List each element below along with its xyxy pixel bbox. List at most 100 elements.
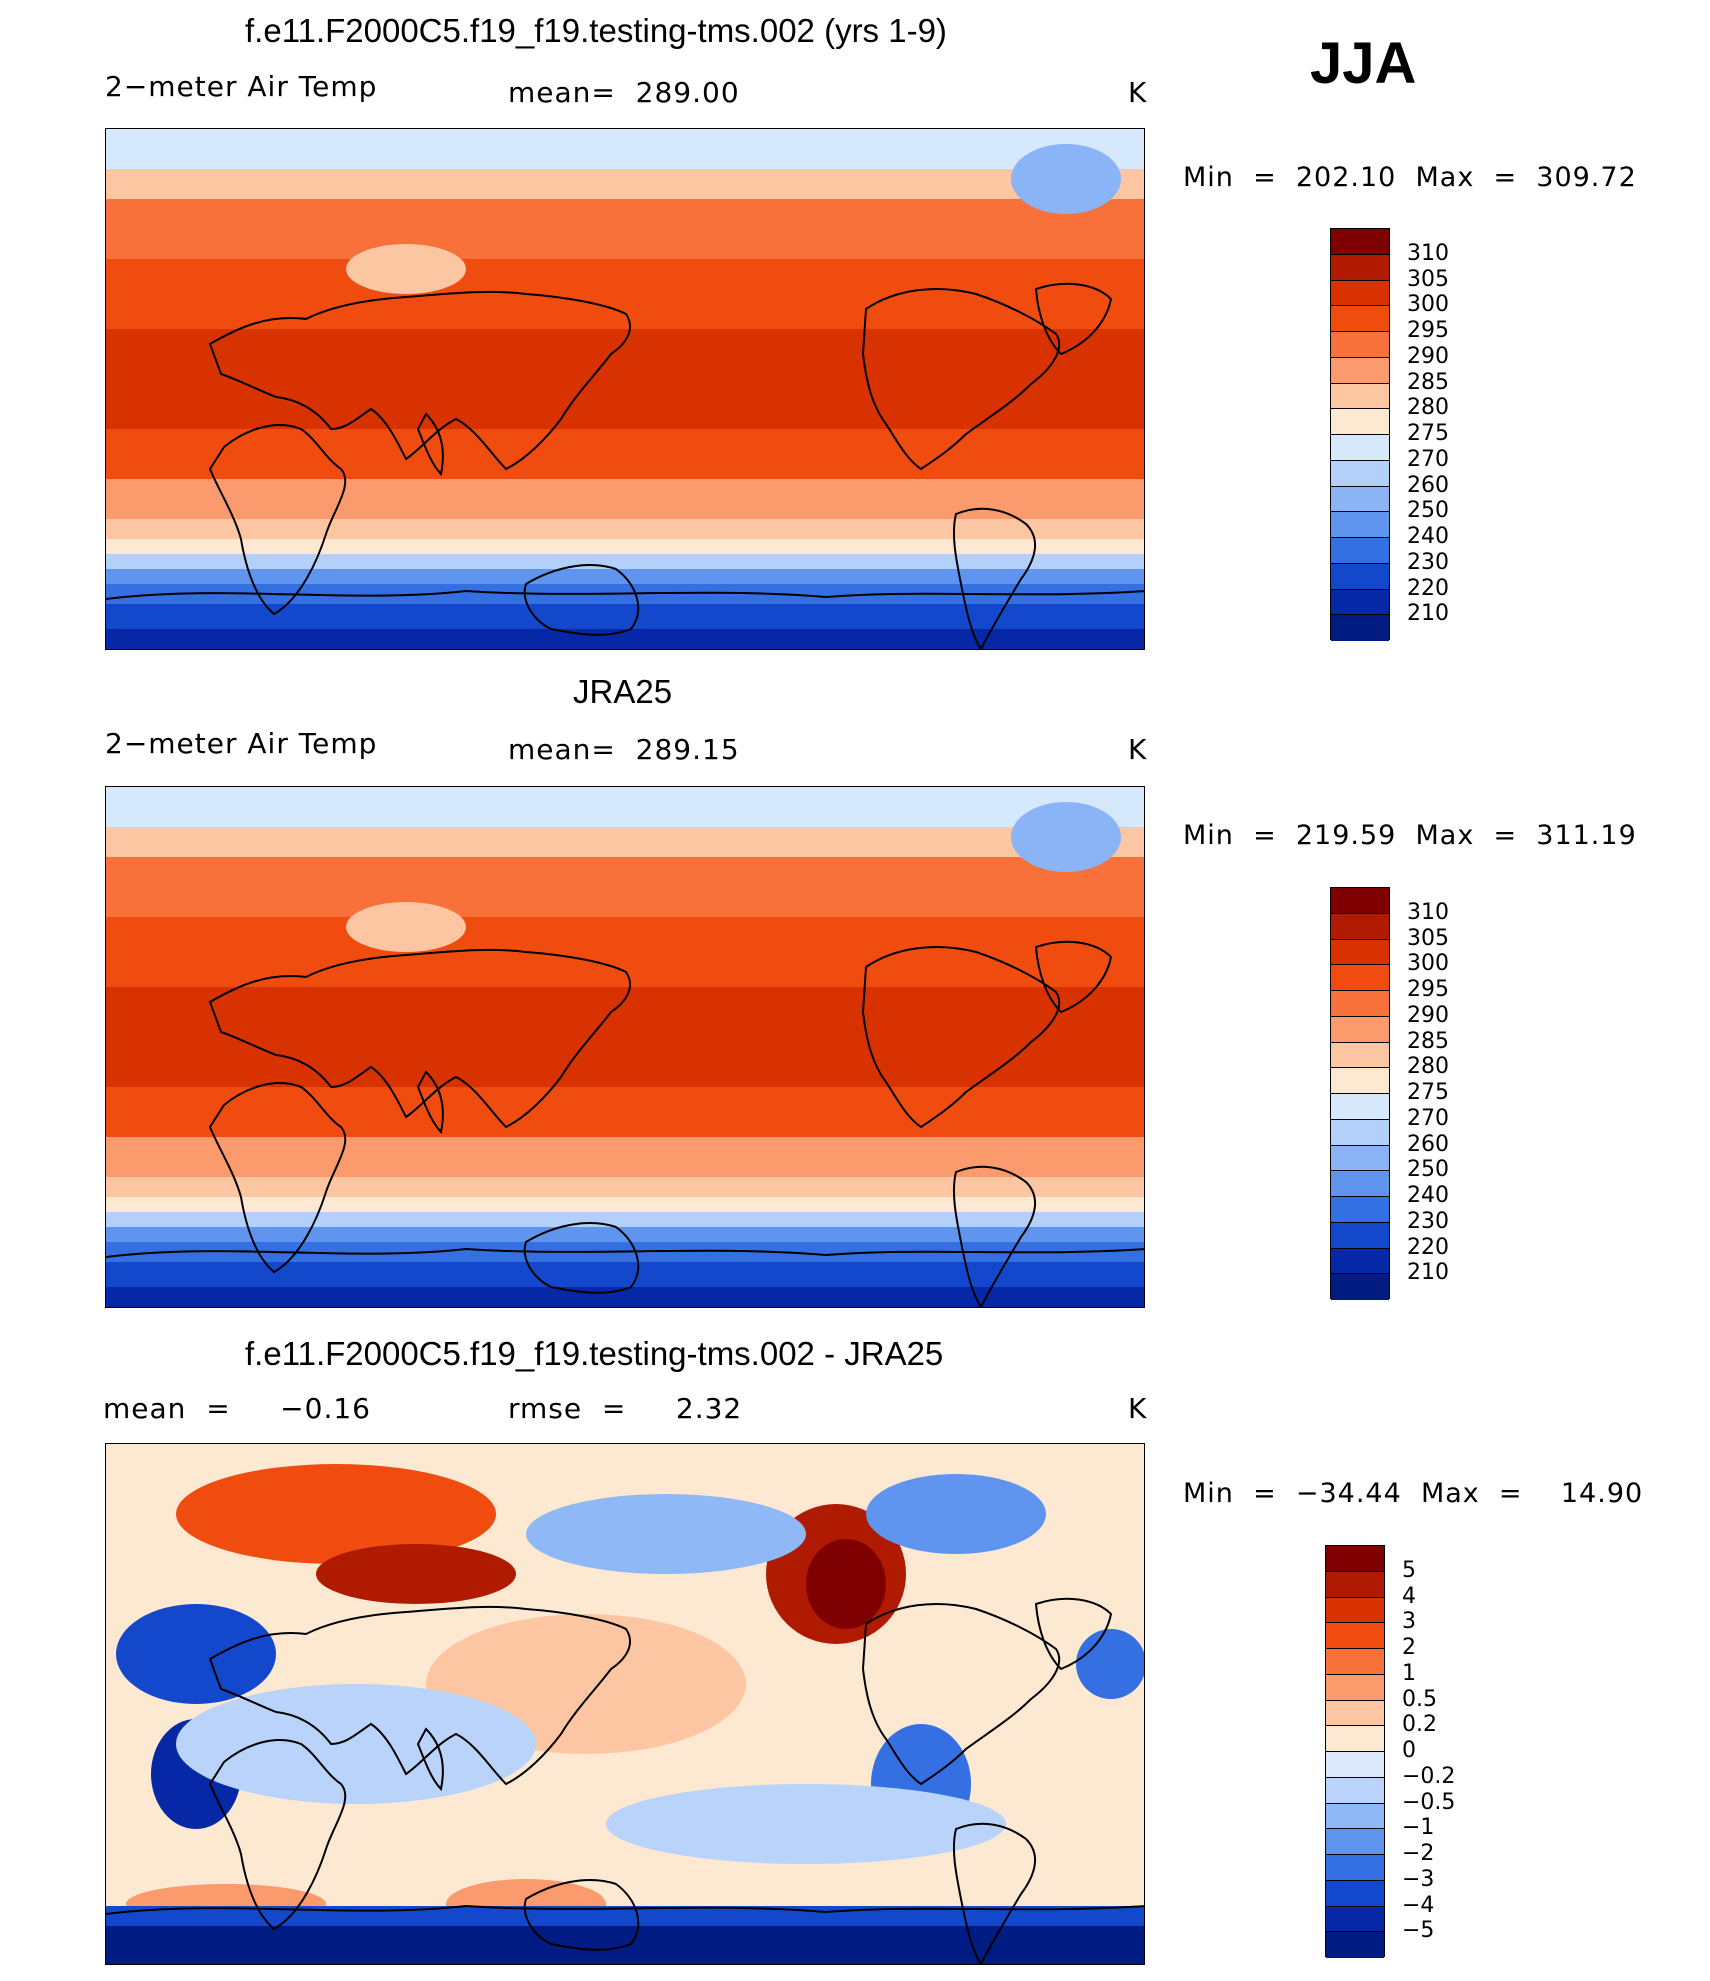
panel-2-colorbar: [1330, 887, 1390, 1300]
panel-3-map-plot: [106, 1444, 1144, 1964]
colorbar-swatch: [1331, 1119, 1389, 1146]
colorbar-swatch: [1331, 486, 1389, 513]
colorbar-swatch: [1331, 1222, 1389, 1249]
temperature-band: [106, 539, 1144, 554]
colorbar-swatch: [1326, 1700, 1384, 1727]
colorbar-swatch: [1331, 888, 1389, 914]
temperature-band: [106, 169, 1144, 199]
panel-3-minmax: Min = −34.44 Max = 14.90: [1183, 1478, 1644, 1509]
temperature-band: [106, 554, 1144, 569]
colorbar-swatch: [1331, 1274, 1389, 1300]
colorbar-swatch: [1331, 409, 1389, 435]
colorbar-swatch: [1331, 383, 1389, 410]
temperature-band: [106, 1287, 1144, 1307]
temperature-band: [106, 259, 1144, 329]
temperature-band: [106, 629, 1144, 649]
colorbar-swatch: [1331, 1094, 1389, 1120]
temperature-band: [106, 1212, 1144, 1227]
colorbar-tick-label: 290: [1407, 1002, 1449, 1028]
colorbar-swatch: [1326, 1752, 1384, 1778]
temperature-band: [106, 129, 1144, 169]
diff-anomaly-region: [866, 1474, 1046, 1554]
colorbar-swatch: [1331, 280, 1389, 307]
colorbar-tick-label: 0.5: [1402, 1686, 1437, 1712]
colorbar-tick-label: 220: [1407, 575, 1449, 601]
coastline: [106, 589, 1144, 600]
panel-2-minmax: Min = 219.59 Max = 311.19: [1183, 820, 1637, 851]
colorbar-tick-label: 4: [1402, 1583, 1416, 1609]
colorbar-swatch: [1331, 254, 1389, 281]
colorbar-swatch: [1331, 357, 1389, 384]
greenland-cold-patch: [1011, 802, 1121, 872]
coastline: [416, 1727, 444, 1792]
colorbar-swatch: [1331, 939, 1389, 966]
colorbar-swatch: [1331, 460, 1389, 487]
colorbar-swatch: [1326, 1932, 1384, 1958]
tibet-cold-patch: [346, 244, 466, 294]
temperature-band: [106, 429, 1144, 479]
colorbar-swatch: [1331, 332, 1389, 358]
colorbar-tick-label: −5: [1402, 1918, 1435, 1944]
colorbar-tick-label: 250: [1407, 498, 1449, 524]
colorbar-swatch: [1326, 1597, 1384, 1624]
colorbar-tick-label: 210: [1407, 1260, 1449, 1286]
colorbar-tick-label: 305: [1407, 266, 1449, 292]
colorbar-tick-label: 295: [1407, 318, 1449, 343]
temperature-band: [106, 1197, 1144, 1212]
colorbar-swatch: [1331, 1197, 1389, 1223]
colorbar-swatch: [1326, 1571, 1384, 1598]
colorbar-tick-label: 0: [1402, 1738, 1416, 1763]
coastline: [208, 1082, 347, 1274]
colorbar-swatch: [1326, 1623, 1384, 1649]
panel-1-variable-label: 2−meter Air Temp: [105, 70, 378, 103]
colorbar-tick-label: 300: [1407, 292, 1449, 318]
colorbar-swatch: [1331, 1042, 1389, 1069]
colorbar-swatch: [1331, 512, 1389, 538]
diff-anomaly-region: [316, 1544, 516, 1604]
coastline: [1034, 282, 1113, 356]
colorbar-tick-label: 210: [1407, 601, 1449, 627]
coastline: [861, 288, 1061, 471]
colorbar-swatch: [1331, 1016, 1389, 1043]
colorbar-swatch: [1331, 538, 1389, 564]
temperature-band: [106, 329, 1144, 429]
coastline: [952, 507, 1037, 649]
panel-3-map: [105, 1443, 1145, 1965]
panel-2-variable-label: 2−meter Air Temp: [105, 727, 378, 760]
colorbar-tick-label: 5: [1402, 1557, 1416, 1583]
panel-1-mean-label: mean= 289.00: [508, 76, 740, 109]
colorbar-swatch: [1326, 1906, 1384, 1933]
colorbar-tick-label: −2: [1402, 1841, 1435, 1866]
panel-3-units: K: [1128, 1392, 1148, 1425]
colorbar-tick-label: −0.2: [1402, 1763, 1456, 1789]
colorbar-swatch: [1331, 913, 1389, 940]
colorbar-swatch: [1326, 1777, 1384, 1804]
colorbar-swatch: [1331, 965, 1389, 991]
colorbar-tick-label: −1: [1402, 1815, 1435, 1841]
coastline: [523, 1878, 640, 1951]
colorbar-tick-label: 240: [1407, 1183, 1449, 1208]
temperature-band: [106, 1177, 1144, 1197]
coastline: [208, 948, 631, 1129]
coastline: [952, 1165, 1037, 1307]
colorbar-swatch: [1326, 1829, 1384, 1855]
colorbar-swatch: [1326, 1855, 1384, 1881]
panel-1-title: f.e11.F2000C5.f19_f19.testing-tms.002 (y…: [245, 12, 947, 49]
panel-1-colorbar: [1330, 228, 1390, 641]
temperature-band: [106, 857, 1144, 917]
temperature-band: [106, 1262, 1144, 1287]
colorbar-swatch: [1326, 1726, 1384, 1752]
colorbar-tick-label: 280: [1407, 1054, 1449, 1080]
coastline: [106, 1247, 1144, 1258]
colorbar-tick-label: 220: [1407, 1234, 1449, 1260]
colorbar-swatch: [1331, 991, 1389, 1017]
panel-1-map: [105, 128, 1145, 650]
tibet-cold-patch: [346, 902, 466, 952]
temperature-band: [106, 1137, 1144, 1177]
coastline: [416, 412, 444, 477]
colorbar-swatch: [1326, 1674, 1384, 1701]
colorbar-tick-label: 310: [1407, 240, 1449, 266]
colorbar-tick-label: 285: [1407, 369, 1449, 395]
panel-1-map-plot: [106, 129, 1144, 649]
temperature-band: [106, 519, 1144, 539]
